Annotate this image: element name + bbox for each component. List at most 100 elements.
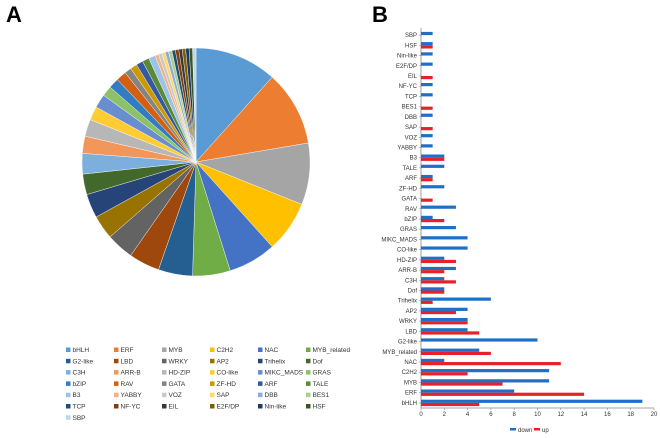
bar-legend-swatch-down [510,428,516,431]
legend-swatch-arr-b [114,370,119,375]
legend-label-arr-b: ARR-B [121,370,141,377]
y-tick-label-lbd: LBD [405,329,417,335]
legend-label-zf-hd: ZF-HD [217,381,237,388]
x-tick-label: 4 [466,412,470,418]
legend-swatch-hd-zip [162,370,167,375]
y-tick-label-zf-hd: ZF-HD [399,186,418,192]
legend-label-lbd: LBD [121,358,134,365]
legend-label-sbp: SBP [73,415,86,422]
bar-down-voz [421,134,433,138]
y-tick-label-tale: TALE [402,166,417,172]
legend-swatch-nf-yc [114,404,119,409]
y-tick-label-g2-like: G2-like [398,340,418,346]
bar-up-eil [421,75,433,80]
legend-swatch-mikc-mads [258,370,263,375]
legend-label-sap: SAP [217,392,230,399]
x-tick-label: 20 [651,412,658,418]
y-tick-label-dof: Dof [408,289,418,295]
bar-up-bhlh [421,402,480,407]
legend-label-hsf: HSF [313,404,326,411]
legend-swatch-nac [258,347,263,352]
legend-label-nf-yc: NF-YC [121,404,141,411]
bar-down-nin-like [421,52,433,56]
bar-down-erf [421,389,515,393]
y-tick-label-c3h: C3H [405,278,417,284]
pie-slice-sbp [192,47,197,163]
bar-up-c3h [421,280,456,284]
legend-label-bzip: bZIP [73,381,87,388]
bar-up-trihelix [421,300,433,304]
bar-up-arf [421,178,433,182]
legend-swatch-nin-like [258,404,263,409]
x-tick-label: 14 [581,412,588,418]
legend-swatch-co-like [210,370,215,375]
x-tick-label: 6 [489,412,493,418]
y-tick-label-rav: RAV [405,207,417,213]
legend-label-myb-related: MYB_related [313,347,351,354]
bar-up-arr-b [421,270,445,274]
y-tick-label-co-like: CO-like [397,248,418,254]
pie-legend: bHLH ERF MYB C2H2 NAC MYB_related G2-like LBD WR… [66,347,350,422]
bar-up-sap [421,127,433,131]
legend-swatch-hsf [306,404,311,409]
legend-label-voz: VOZ [169,392,182,399]
y-tick-label-myb-related: MYB_related [382,350,417,356]
bar-up-hsf [421,45,433,49]
bar-up-b3 [421,157,445,161]
legend-label-nac: NAC [265,347,279,354]
x-tick-label: 16 [604,412,611,418]
y-tick-label-eil: EIL [408,74,418,80]
legend-swatch-lbd [114,358,119,364]
pie-slice-bhlh [195,47,273,163]
bar-down-gras [421,226,456,230]
y-tick-label-hsf: HSF [405,43,417,49]
legend-label-c2h2: C2H2 [217,347,234,354]
y-tick-label-bzip: bZIP [404,217,417,223]
bar-up-myb-related [421,351,491,356]
legend-swatch-c2h2 [210,347,215,352]
legend-swatch-tcp [66,404,71,409]
bar-up-myb [421,382,503,386]
bar-up-wrky [421,321,468,325]
legend-label-gras: GRAS [313,370,332,377]
legend-label-tcp: TCP [73,404,86,411]
y-tick-label-e2f-dp: E2F/DP [396,64,417,70]
bar-legend-label-down: down [518,428,532,434]
legend-label-yabby: YABBY [121,392,143,399]
legend-swatch-myb [162,347,167,352]
legend-label-c3h: C3H [73,370,86,377]
legend-swatch-sap [210,392,215,398]
legend-swatch-arf [258,381,263,386]
y-tick-label-bes1: BES1 [402,105,418,111]
bar-down-sbp [421,31,433,36]
legend-swatch-e2f-dp [210,404,215,409]
legend-swatch-yabby [114,392,119,398]
legend-label-myb: MYB [169,347,183,354]
legend-label-wrky: WRKY [169,358,189,365]
legend-swatch-wrky [162,358,167,364]
panel-a-label: A [6,2,22,27]
legend-label-bes1: BES1 [313,392,330,399]
y-tick-label-dbb: DBB [405,115,417,121]
legend-swatch-g2-like [66,358,71,364]
bar-down-c3h [421,277,445,281]
legend-swatch-bes1 [306,392,311,398]
legend-label-bhlh: bHLH [73,347,90,354]
y-tick-label-sap: SAP [405,125,417,131]
bar-chart: 0 2 4 6 8 10 12 14 16 18 20 bHLH ERF MYB C2H2 NAC MYB_re… [381,28,658,434]
bar-down-mikc-mads [421,236,468,240]
y-tick-label-myb: MYB [404,380,417,386]
x-tick-label: 2 [443,412,447,418]
legend-swatch-bzip [66,381,71,386]
y-tick-label-b3: B3 [410,156,418,162]
legend-swatch-eil [162,404,167,409]
legend-label-trihelix: Trihelix [265,358,286,365]
bar-up-dof [421,290,445,294]
legend-label-hd-zip: HD-ZIP [169,370,191,377]
bar-down-arf [421,174,433,179]
y-tick-label-trihelix: Trihelix [398,299,417,305]
bar-up-hd-zip [421,259,456,264]
legend-swatch-bhlh [66,347,71,352]
bar-up-gata [421,198,433,202]
